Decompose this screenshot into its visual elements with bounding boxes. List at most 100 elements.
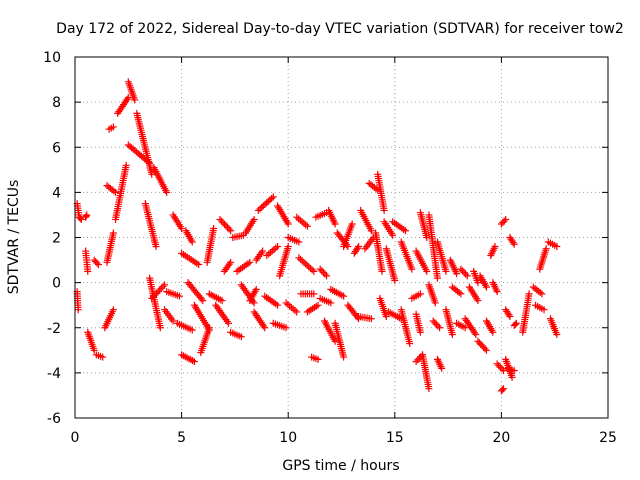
data-point xyxy=(224,224,232,232)
data-point xyxy=(460,268,468,276)
data-point xyxy=(472,331,480,339)
data-point xyxy=(340,353,348,361)
data-point xyxy=(348,220,356,228)
data-point xyxy=(434,322,442,330)
data-point xyxy=(264,197,272,205)
data-point xyxy=(163,188,171,196)
data-point xyxy=(159,283,167,291)
axis-ticks xyxy=(74,56,609,419)
data-point xyxy=(154,288,162,296)
data-point xyxy=(491,243,499,251)
data-point xyxy=(511,320,519,328)
data-point xyxy=(314,355,322,363)
data-point xyxy=(282,324,290,332)
data-point xyxy=(380,206,388,214)
data-point xyxy=(156,324,164,332)
data-point xyxy=(274,301,282,309)
data-point xyxy=(416,290,424,298)
data-point xyxy=(225,225,233,233)
data-point xyxy=(77,215,85,223)
data-point xyxy=(169,317,177,325)
data-point xyxy=(500,217,508,225)
data-point xyxy=(505,311,513,319)
y-tick-label: -6 xyxy=(47,411,61,427)
data-point xyxy=(109,306,117,314)
data-point xyxy=(284,220,292,228)
data-point xyxy=(310,290,318,298)
data-point xyxy=(148,294,156,302)
data-point xyxy=(210,224,218,232)
data-point xyxy=(481,345,489,353)
data-point xyxy=(453,270,461,278)
data-point xyxy=(438,364,446,372)
data-point xyxy=(266,196,274,204)
y-axis-title: SDTVAR / TECUs xyxy=(6,180,22,295)
data-point xyxy=(216,215,224,223)
data-point xyxy=(433,274,441,282)
y-tick-label: 4 xyxy=(52,185,61,201)
data-point xyxy=(493,360,501,368)
data-point xyxy=(542,245,550,253)
data-point xyxy=(408,265,416,273)
data-point xyxy=(536,289,544,297)
data-point xyxy=(461,324,469,332)
data-point xyxy=(458,267,466,275)
x-tick-label: 5 xyxy=(177,430,186,446)
data-point xyxy=(498,365,506,373)
data-point xyxy=(495,362,503,370)
data-point xyxy=(259,202,267,210)
data-point xyxy=(74,306,82,314)
data-point xyxy=(462,270,470,278)
data-point xyxy=(314,301,322,309)
y-tick-label: 10 xyxy=(43,50,61,66)
data-point xyxy=(436,324,444,332)
data-point xyxy=(218,297,226,305)
data-point xyxy=(431,319,439,327)
data-point xyxy=(457,290,465,298)
data-point xyxy=(367,227,375,235)
data-point xyxy=(219,219,227,227)
data-point xyxy=(151,291,159,299)
data-point xyxy=(268,194,276,202)
data-point xyxy=(227,258,235,266)
data-point xyxy=(99,353,107,361)
x-tick-label: 0 xyxy=(71,430,80,446)
data-point xyxy=(225,319,233,327)
x-tick-label: 25 xyxy=(599,430,617,446)
data-point xyxy=(306,264,314,272)
data-point xyxy=(340,292,348,300)
data-point xyxy=(188,238,196,246)
data-point xyxy=(110,187,118,195)
data-point xyxy=(318,267,326,275)
data-point xyxy=(94,261,102,269)
data-point xyxy=(269,193,277,201)
data-point xyxy=(256,205,264,213)
y-tick-label: 8 xyxy=(52,95,61,111)
data-point xyxy=(148,170,156,178)
data-point xyxy=(250,299,258,307)
y-tick-labels: -6 -4 -2 0 2 4 6 8 10 xyxy=(43,50,61,427)
data-point xyxy=(331,220,339,228)
data-point xyxy=(188,326,196,334)
data-point xyxy=(432,320,440,328)
data-point xyxy=(509,239,517,247)
data-point xyxy=(512,319,520,327)
data-point xyxy=(295,254,303,262)
data-point xyxy=(303,261,311,269)
data-point xyxy=(274,243,282,251)
data-point xyxy=(498,386,506,394)
data-point xyxy=(525,290,533,298)
data-point xyxy=(83,211,91,219)
data-point xyxy=(493,288,501,296)
y-tick-label: 2 xyxy=(52,231,61,247)
data-point xyxy=(463,272,471,280)
data-point xyxy=(261,200,269,208)
data-point xyxy=(90,346,98,354)
data-point xyxy=(316,265,324,273)
data-point xyxy=(553,331,561,339)
x-tick-label: 10 xyxy=(279,430,297,446)
data-point xyxy=(321,270,329,278)
data-point xyxy=(263,199,271,207)
data-point xyxy=(252,285,260,293)
data-point xyxy=(510,240,518,248)
